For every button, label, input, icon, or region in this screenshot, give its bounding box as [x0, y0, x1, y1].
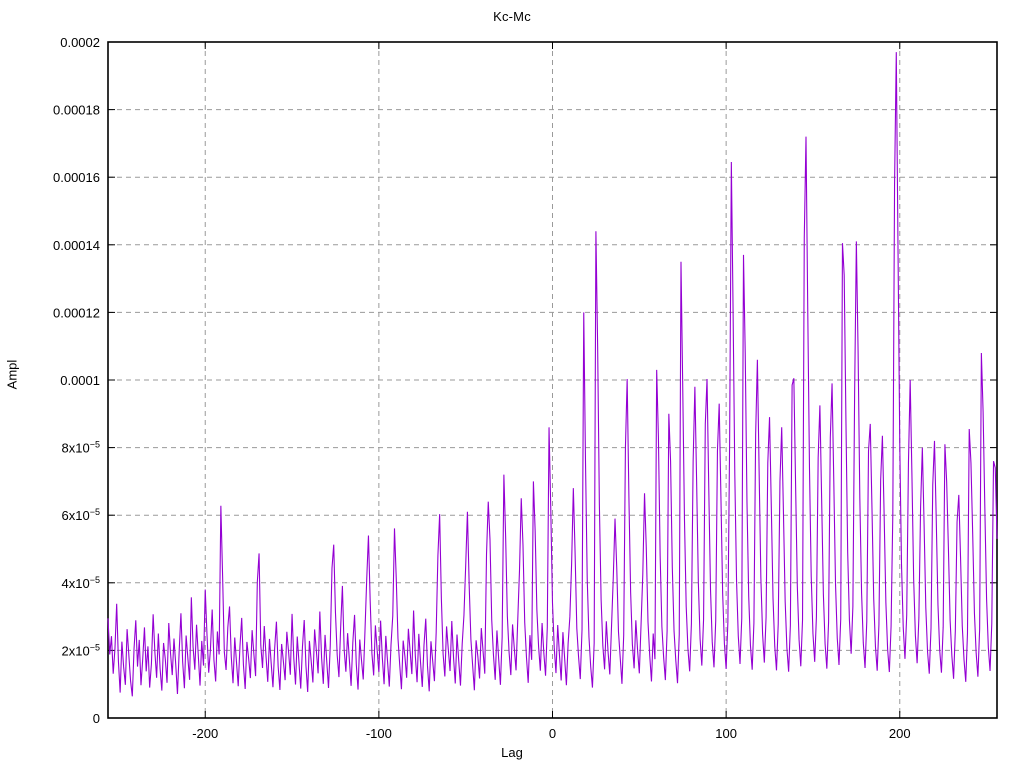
- gridlines: [108, 42, 997, 718]
- chart-title: Kc-Mc: [493, 9, 531, 24]
- svg-text:0.0002: 0.0002: [60, 35, 100, 50]
- x-axis-label: Lag: [501, 745, 523, 760]
- axis-ticks: [108, 41, 997, 719]
- svg-text:200: 200: [889, 726, 911, 741]
- svg-text:0: 0: [93, 711, 100, 726]
- svg-text:-100: -100: [366, 726, 392, 741]
- plot-frame: [107, 41, 998, 719]
- svg-text:4x10−5: 4x10−5: [62, 575, 100, 591]
- svg-text:0.00014: 0.00014: [53, 238, 100, 253]
- svg-text:0: 0: [549, 726, 556, 741]
- svg-text:0.0001: 0.0001: [60, 373, 100, 388]
- data-series: [107, 52, 998, 697]
- svg-text:6x10−5: 6x10−5: [62, 507, 100, 523]
- svg-text:8x10−5: 8x10−5: [62, 440, 100, 456]
- svg-text:0.00018: 0.00018: [53, 103, 100, 118]
- y-tick-labels: 0 2x10−5 4x10−5 6x10−5 8x10−5 0.0001 0.00012 0.…: [53, 35, 100, 726]
- svg-text:2x10−5: 2x10−5: [62, 642, 100, 658]
- svg-text:0.00016: 0.00016: [53, 170, 100, 185]
- svg-text:-200: -200: [192, 726, 218, 741]
- svg-text:0.00012: 0.00012: [53, 305, 100, 320]
- svg-text:100: 100: [715, 726, 737, 741]
- y-axis-label: Ampl: [4, 359, 20, 390]
- x-tick-labels: -200 -100 0 100 200: [192, 726, 910, 741]
